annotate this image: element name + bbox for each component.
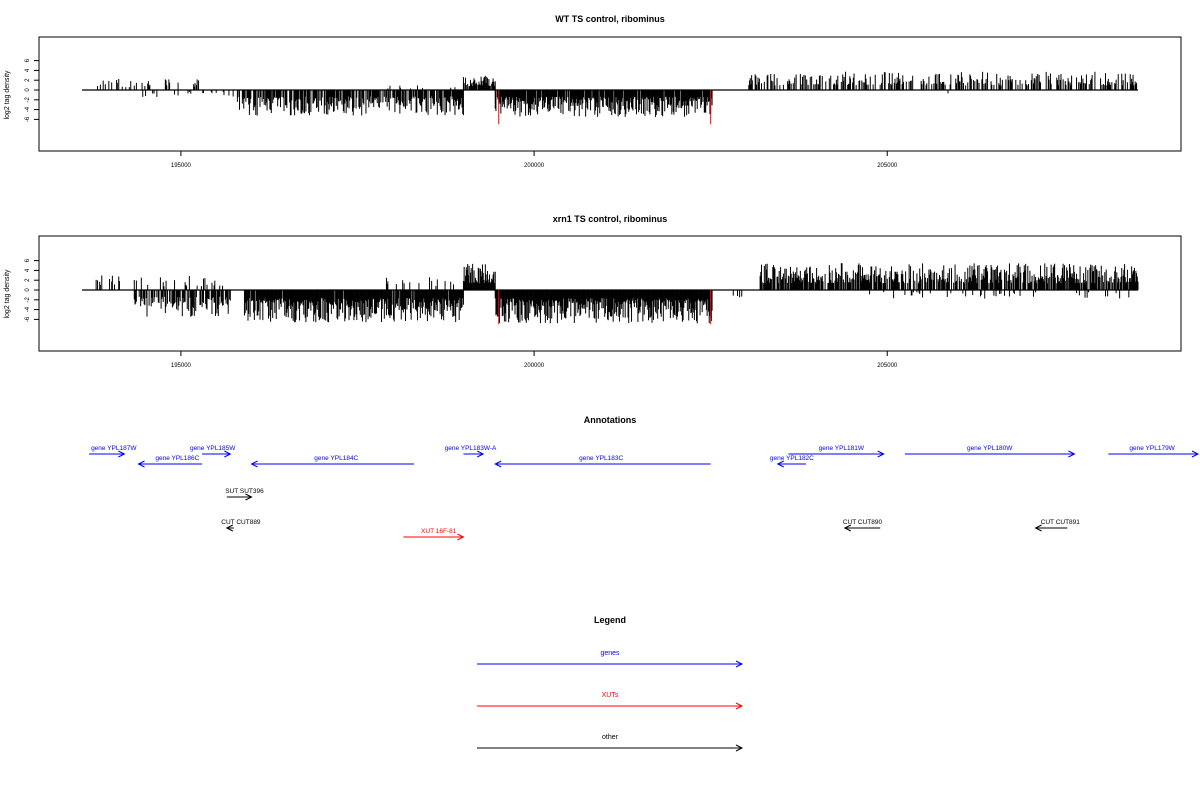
feature-label: XUT 16F-81 — [421, 528, 457, 535]
panel-title: xrn1 TS control, ribominus — [553, 214, 668, 224]
feature: gene YPL182C — [770, 455, 814, 468]
y-tick-label: 4 — [25, 268, 31, 272]
x-tick-label: 205000 — [877, 363, 898, 369]
feature-arrowhead — [1068, 450, 1076, 458]
legend-title: Legend — [594, 615, 626, 625]
x-tick-label: 195000 — [171, 163, 192, 169]
feature-arrowhead — [843, 524, 852, 532]
xrn1-density-panel: xrn1 TS control, ribominus log2 tag dens… — [4, 214, 1182, 369]
legend-item: genes — [477, 650, 744, 668]
feature-arrowhead — [1034, 524, 1042, 532]
y-tick-label: -4 — [25, 306, 31, 312]
feature-arrowhead — [735, 660, 744, 668]
feature-arrowhead — [250, 460, 258, 468]
plot-frame — [38, 36, 1182, 152]
feature: CUT CUT891 — [1034, 519, 1081, 532]
feature-label: gene YPL183W-A — [445, 445, 497, 452]
marker-lines — [498, 290, 712, 325]
feature-label: gene YPL180W — [967, 445, 1013, 452]
y-tick-label: 2 — [25, 78, 31, 82]
feature-arrowhead — [137, 460, 145, 468]
feature: gene YPL179W — [1108, 445, 1200, 458]
y-tick-label: 0 — [25, 288, 31, 292]
feature-arrowhead — [476, 450, 485, 458]
feature: gene YPL183W-A — [445, 445, 497, 458]
y-axis: -6 -4 -2 0 2 4 6 — [25, 58, 39, 122]
legend-label: XUTs — [602, 692, 619, 699]
x-tick-label: 205000 — [877, 163, 898, 169]
feature: XUT 16F-81 — [403, 528, 465, 541]
feature-label: gene YPL186C — [155, 455, 199, 462]
density-bars — [82, 263, 1139, 324]
feature-label: SUT SUT396 — [225, 488, 264, 495]
feature: gene YPL187W — [89, 445, 137, 458]
feature-arrowhead — [877, 450, 885, 458]
legend-item: other — [477, 734, 744, 752]
feature-arrowhead — [735, 744, 744, 752]
y-tick-label: 6 — [25, 258, 31, 262]
wt-density-panel: WT TS control, ribominus log2 tag densit… — [4, 14, 1182, 169]
y-tick-label: -6 — [25, 316, 31, 322]
feature-arrowhead — [457, 533, 465, 541]
legend-item: XUTs — [477, 692, 744, 710]
legend-label: other — [602, 734, 619, 741]
plot-frame — [38, 235, 1182, 352]
feature-label: gene YPL179W — [1129, 445, 1175, 452]
y-tick-label: -2 — [25, 96, 31, 102]
feature: CUT CUT889 — [221, 519, 261, 532]
y-tick-label: -4 — [25, 106, 31, 112]
y-tick-label: -2 — [25, 296, 31, 302]
y-tick-label: 0 — [25, 88, 31, 92]
y-tick-label: 4 — [25, 68, 31, 72]
feature-label: gene YPL183C — [579, 455, 623, 462]
annotations-panel: Annotations gene YPL187W gene YPL185Wgene… — [89, 415, 1200, 541]
annotations-title: Annotations — [584, 415, 637, 425]
y-tick-label: 6 — [25, 58, 31, 62]
feature-label: gene YPL187W — [91, 445, 137, 452]
y-tick-label: -6 — [25, 116, 31, 122]
panel-title: WT TS control, ribominus — [555, 14, 665, 24]
feature: CUT CUT890 — [843, 519, 883, 532]
feature-arrowhead — [1191, 450, 1200, 458]
x-tick-label: 200000 — [524, 363, 545, 369]
feature-arrowhead — [224, 450, 232, 458]
density-bars — [82, 71, 1138, 117]
feature: gene YPL185W — [190, 445, 236, 458]
feature: gene YPL183C — [494, 455, 711, 468]
y-axis-label: log2 tag density — [4, 70, 11, 120]
feature-arrowhead — [735, 702, 744, 710]
feature-arrowhead — [776, 460, 784, 468]
feature-arrowhead — [225, 524, 234, 532]
feature-label: CUT CUT889 — [221, 519, 261, 526]
marker-lines — [498, 90, 712, 125]
feature: gene YPL184C — [250, 455, 414, 468]
x-axis: 195000 200000 205000 — [171, 151, 898, 169]
feature: gene YPL180W — [904, 445, 1076, 458]
feature-label: gene YPL182C — [770, 455, 814, 462]
feature-label: CUT CUT890 — [843, 519, 883, 526]
feature-arrowhead — [245, 493, 253, 501]
legend-label: genes — [600, 650, 620, 657]
feature-track: gene YPL187W gene YPL185W gene YPL186C gene… — [89, 445, 1200, 541]
y-tick-label: 2 — [25, 278, 31, 282]
feature: SUT SUT396 — [225, 488, 264, 501]
legend: Legend genes XUTs other — [477, 615, 744, 752]
y-axis-label: log2 tag density — [4, 269, 11, 319]
feature-arrowhead — [494, 460, 502, 468]
x-axis: 195000 200000 205000 — [171, 351, 898, 369]
x-tick-label: 200000 — [524, 163, 545, 169]
feature: gene YPL186C — [137, 455, 203, 468]
feature: gene YPL181W — [788, 445, 885, 458]
y-axis: -6 -4 -2 0 2 4 6 — [25, 258, 39, 322]
x-tick-label: 195000 — [171, 363, 192, 369]
feature-label: gene YPL184C — [314, 455, 358, 462]
feature-label: CUT CUT891 — [1041, 519, 1081, 526]
feature-label: gene YPL181W — [819, 445, 865, 452]
legend-items: genes XUTs other — [477, 650, 744, 752]
feature-label: gene YPL185W — [190, 445, 236, 452]
feature-arrowhead — [118, 450, 126, 458]
